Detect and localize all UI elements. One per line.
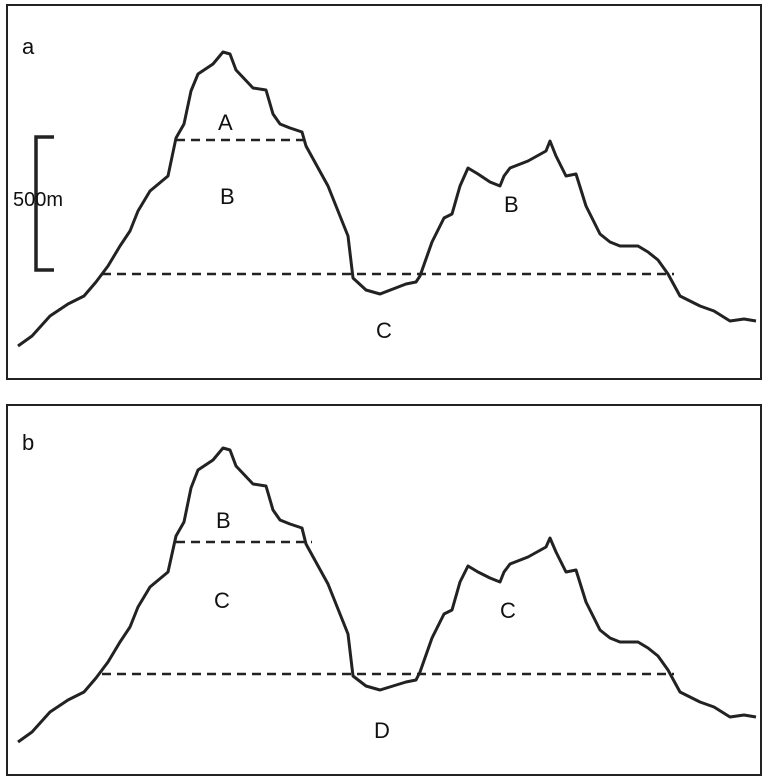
panel-a: a 500m A B B C <box>6 4 762 380</box>
zone-label-upper-slope: B <box>220 184 235 209</box>
zone-label-valley: D <box>374 718 390 743</box>
zone-label-summit: A <box>218 110 233 135</box>
zone-label-summit: B <box>216 508 231 533</box>
terrain-profile <box>17 50 757 348</box>
zone-label-second-peak: C <box>500 598 516 623</box>
panel-b-label: b <box>22 430 34 455</box>
panel-b: b B C C D <box>6 404 762 776</box>
panel-b-diagram: b B C C D <box>17 430 757 744</box>
zone-label-upper-slope: C <box>214 588 230 613</box>
terrain-profile <box>17 446 757 744</box>
zone-label-valley: C <box>376 318 392 343</box>
panel-a-label: a <box>22 34 35 59</box>
zone-label-second-peak: B <box>504 192 519 217</box>
panel-a-diagram: a 500m A B B C <box>13 34 757 348</box>
scale-bar: 500m <box>13 135 63 272</box>
scale-bar-label: 500m <box>13 189 63 211</box>
